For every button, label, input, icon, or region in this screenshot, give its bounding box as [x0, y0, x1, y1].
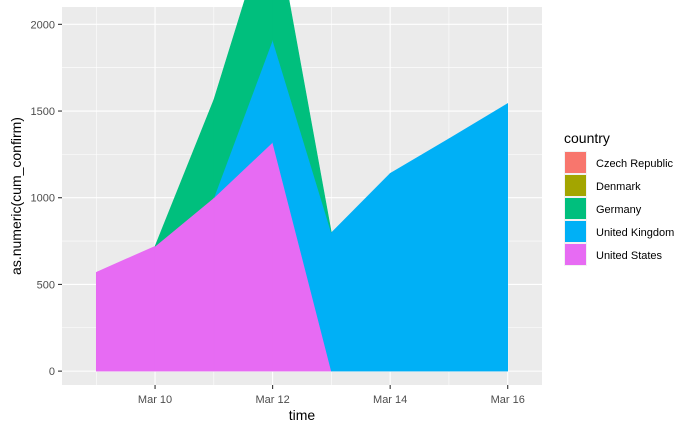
legend-swatch: [565, 198, 586, 219]
x-tick-label: Mar 16: [491, 394, 525, 406]
y-tick-label: 1000: [31, 193, 55, 205]
legend-swatch: [565, 152, 586, 173]
x-tick-label: Mar 14: [373, 394, 407, 406]
y-tick-label: 2000: [31, 19, 55, 31]
area-segment: [213, 0, 273, 198]
y-axis: 0 500 1000 1500 2000: [31, 19, 62, 378]
legend-swatch: [565, 221, 586, 242]
legend-label: Czech Republic: [596, 158, 674, 170]
legend-label: Denmark: [596, 181, 641, 193]
legend: country Czech Republic Denmark Germany Unit…: [564, 130, 674, 266]
legend-title: country: [564, 130, 610, 146]
y-tick-label: 500: [37, 279, 55, 291]
legend-swatch: [565, 175, 586, 196]
x-tick-label: Mar 10: [138, 394, 172, 406]
y-tick-label: 1500: [31, 106, 55, 118]
legend-label: Germany: [596, 204, 642, 216]
legend-label: United Kingdom: [596, 227, 674, 239]
area-segment: [389, 138, 450, 372]
area-segment: [272, 0, 332, 233]
legend-label: United States: [596, 250, 663, 262]
x-axis-title: time: [289, 407, 316, 423]
x-axis: Mar 10 Mar 12 Mar 14 Mar 16: [138, 385, 525, 406]
area-layers: [95, 0, 509, 372]
area-segment: [448, 103, 509, 372]
legend-swatch: [565, 244, 586, 265]
x-tick-label: Mar 12: [255, 394, 289, 406]
y-axis-title: as.numeric(cum_confirm): [8, 117, 24, 275]
y-tick-label: 0: [49, 366, 55, 378]
